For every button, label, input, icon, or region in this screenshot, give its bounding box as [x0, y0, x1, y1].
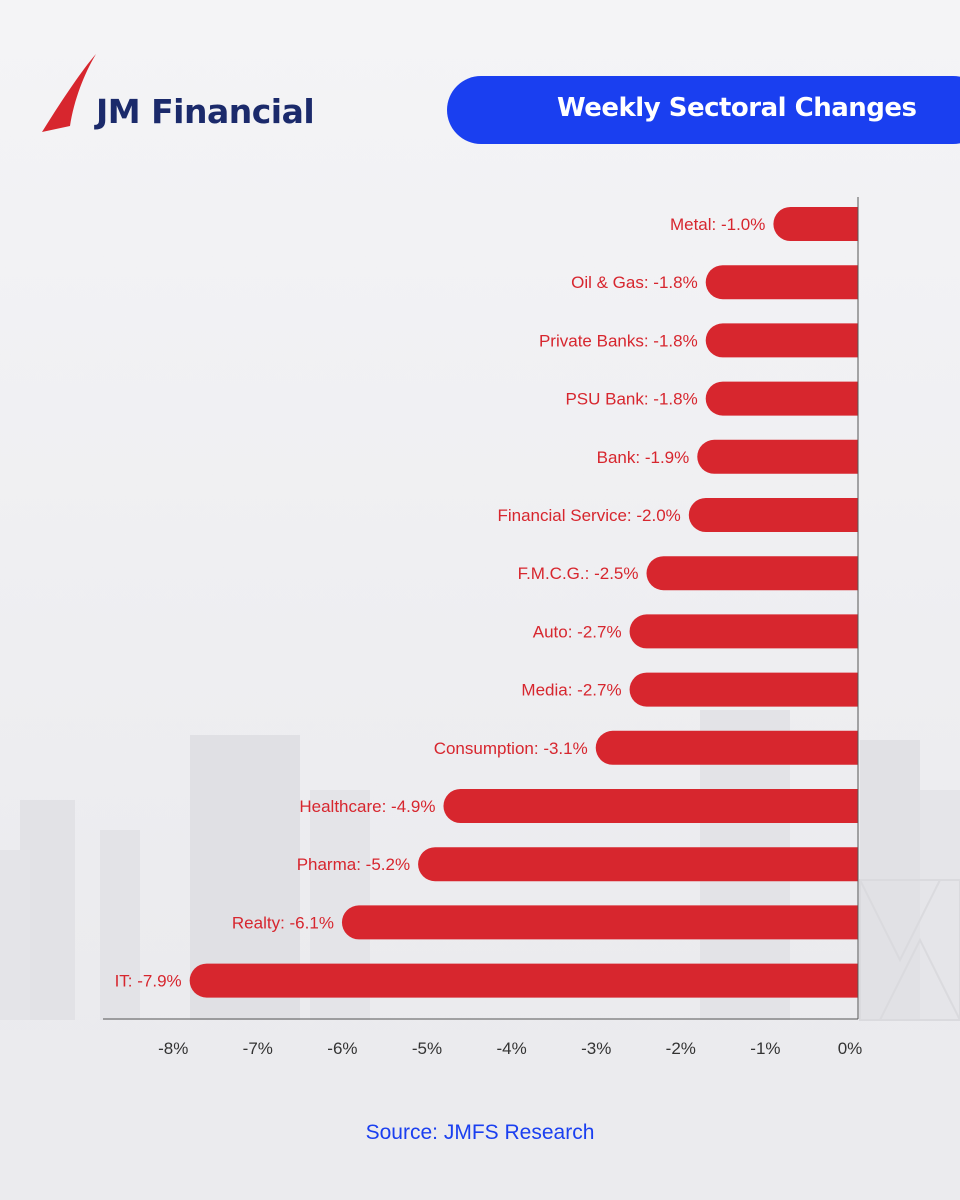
bar-pharma [418, 847, 858, 882]
title-banner: Weekly Sectoral Changes [447, 76, 960, 144]
bar-label: IT: -7.9% [115, 972, 182, 991]
x-tick-label: -4% [496, 1039, 526, 1058]
bar-auto [629, 614, 858, 649]
bar-healthcare [443, 789, 858, 823]
bar-financial-service [688, 498, 858, 532]
sail-logo-icon [42, 54, 96, 132]
bar-label: Consumption: -3.1% [434, 739, 588, 758]
bar-label: Metal: -1.0% [670, 215, 765, 234]
x-tick-label: -2% [666, 1039, 696, 1058]
bar-private-banks [705, 323, 858, 358]
x-tick-label: -7% [243, 1039, 273, 1058]
bar-label: Pharma: -5.2% [297, 855, 410, 874]
bar-label: Realty: -6.1% [232, 913, 334, 932]
x-tick-label: -6% [327, 1039, 357, 1058]
x-tick-label: -3% [581, 1039, 611, 1058]
bar-f-m-c-g- [646, 556, 858, 591]
bar-label: PSU Bank: -1.8% [565, 390, 697, 409]
x-tick-label: -5% [412, 1039, 442, 1058]
brand-logo: JM Financial [40, 52, 360, 136]
bar-it [189, 963, 858, 998]
chart-title: Weekly Sectoral Changes [557, 93, 917, 123]
bar-metal [773, 207, 858, 241]
bar-label: Bank: -1.9% [597, 448, 690, 467]
bar-bank [697, 439, 858, 474]
bar-realty [341, 905, 858, 940]
bar-label: Financial Service: -2.0% [497, 506, 680, 525]
x-tick-label: -1% [750, 1039, 780, 1058]
x-tick-label: -8% [158, 1039, 188, 1058]
bar-label: Media: -2.7% [521, 681, 621, 700]
bar-label: Healthcare: -4.9% [299, 797, 435, 816]
bar-label: Private Banks: -1.8% [539, 331, 698, 350]
x-tick-label: 0% [838, 1039, 863, 1058]
bar-label: F.M.C.G.: -2.5% [518, 564, 639, 583]
bar-oil-gas [705, 265, 858, 300]
bar-psu-bank [705, 381, 858, 416]
bar-label: Auto: -2.7% [533, 622, 622, 641]
bar-consumption [595, 730, 858, 765]
source-note: Source: JMFS Research [365, 1121, 595, 1144]
bar-chart: Metal: -1.0% Oil & Gas: -1.8% Private Bank… [103, 197, 863, 1058]
bar-label: Oil & Gas: -1.8% [571, 273, 698, 292]
bar-media [629, 672, 858, 707]
brand-name: JM Financial [96, 92, 315, 131]
